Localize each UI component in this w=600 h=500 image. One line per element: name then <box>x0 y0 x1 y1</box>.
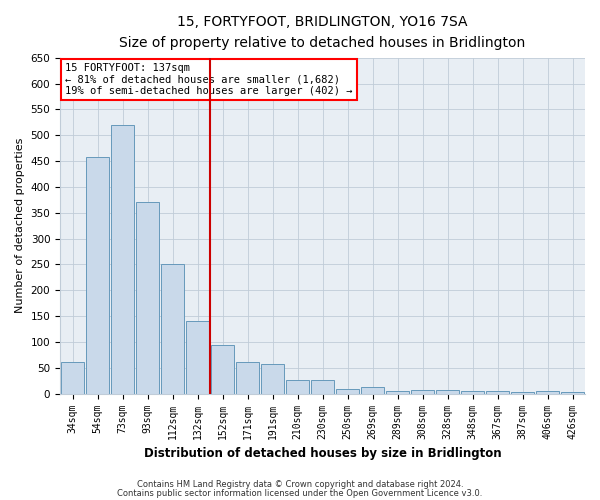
Bar <box>61 362 85 394</box>
X-axis label: Distribution of detached houses by size in Bridlington: Distribution of detached houses by size … <box>144 447 502 460</box>
Text: Contains HM Land Registry data © Crown copyright and database right 2024.: Contains HM Land Registry data © Crown c… <box>137 480 463 489</box>
Title: 15, FORTYFOOT, BRIDLINGTON, YO16 7SA
Size of property relative to detached house: 15, FORTYFOOT, BRIDLINGTON, YO16 7SA Siz… <box>119 15 526 50</box>
Y-axis label: Number of detached properties: Number of detached properties <box>15 138 25 314</box>
Bar <box>136 202 160 394</box>
Bar <box>236 362 259 394</box>
Bar <box>485 391 509 394</box>
Bar <box>511 392 535 394</box>
Bar <box>410 390 434 394</box>
Bar <box>361 388 385 394</box>
Bar <box>185 322 209 394</box>
Text: 15 FORTYFOOT: 137sqm
← 81% of detached houses are smaller (1,682)
19% of semi-de: 15 FORTYFOOT: 137sqm ← 81% of detached h… <box>65 63 353 96</box>
Bar <box>161 264 184 394</box>
Bar <box>311 380 334 394</box>
Bar <box>260 364 284 394</box>
Bar <box>461 391 484 394</box>
Bar <box>211 344 235 394</box>
Bar <box>86 158 109 394</box>
Bar <box>335 388 359 394</box>
Bar <box>560 392 584 394</box>
Bar <box>110 125 134 394</box>
Bar <box>436 390 460 394</box>
Bar <box>386 391 409 394</box>
Bar <box>536 391 559 394</box>
Bar <box>286 380 310 394</box>
Text: Contains public sector information licensed under the Open Government Licence v3: Contains public sector information licen… <box>118 488 482 498</box>
